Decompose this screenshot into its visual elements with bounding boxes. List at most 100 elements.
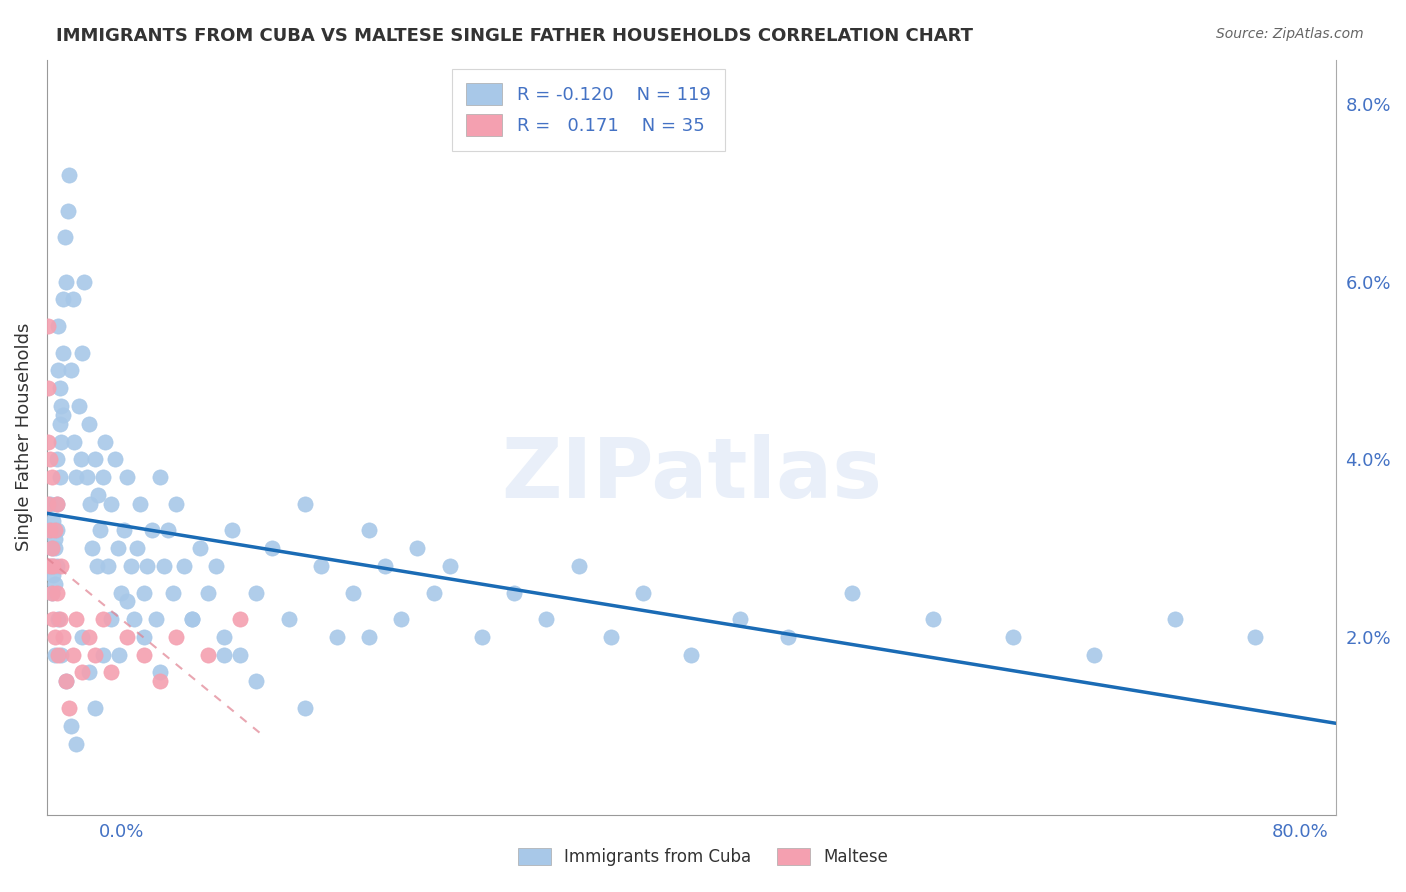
Point <box>37 319 59 334</box>
Point <box>37 434 59 449</box>
Point <box>165 630 187 644</box>
Point <box>44 630 66 644</box>
Point <box>60 719 83 733</box>
Point <box>277 612 299 626</box>
Point <box>76 470 98 484</box>
Point <box>52 408 75 422</box>
Point <box>120 558 142 573</box>
Point <box>135 558 157 573</box>
Point <box>79 497 101 511</box>
Point <box>39 558 62 573</box>
Point <box>205 558 228 573</box>
Point <box>389 612 412 626</box>
Point <box>37 524 59 538</box>
Point <box>62 293 84 307</box>
Point <box>145 612 167 626</box>
Point <box>132 585 155 599</box>
Point <box>39 497 62 511</box>
Point <box>359 630 381 644</box>
Point <box>86 558 108 573</box>
Point <box>87 488 110 502</box>
Point <box>471 630 494 644</box>
Point <box>188 541 211 555</box>
Point <box>45 497 67 511</box>
Point <box>439 558 461 573</box>
Point <box>58 701 80 715</box>
Point <box>100 612 122 626</box>
Point <box>60 363 83 377</box>
Point <box>374 558 396 573</box>
Point <box>51 648 73 662</box>
Point <box>73 275 96 289</box>
Legend: Immigrants from Cuba, Maltese: Immigrants from Cuba, Maltese <box>509 840 897 875</box>
Point <box>108 648 131 662</box>
Point <box>422 585 444 599</box>
Point <box>39 558 62 573</box>
Point <box>229 612 252 626</box>
Point <box>94 434 117 449</box>
Point <box>132 630 155 644</box>
Point <box>52 630 75 644</box>
Point <box>84 701 107 715</box>
Point <box>44 648 66 662</box>
Point <box>49 381 72 395</box>
Point <box>681 648 703 662</box>
Point <box>173 558 195 573</box>
Point <box>46 648 69 662</box>
Point <box>245 674 267 689</box>
Point <box>117 630 139 644</box>
Point <box>180 612 202 626</box>
Point <box>100 665 122 680</box>
Point <box>84 452 107 467</box>
Text: IMMIGRANTS FROM CUBA VS MALTESE SINGLE FATHER HOUSEHOLDS CORRELATION CHART: IMMIGRANTS FROM CUBA VS MALTESE SINGLE F… <box>56 27 973 45</box>
Point <box>132 648 155 662</box>
Point <box>49 470 72 484</box>
Point <box>45 558 67 573</box>
Point <box>39 452 62 467</box>
Point <box>80 541 103 555</box>
Point <box>127 541 149 555</box>
Point <box>41 524 63 538</box>
Point <box>42 558 65 573</box>
Point <box>149 470 172 484</box>
Point <box>149 665 172 680</box>
Text: 0.0%: 0.0% <box>98 822 143 840</box>
Point <box>342 585 364 599</box>
Point <box>67 399 90 413</box>
Point <box>197 585 219 599</box>
Point <box>77 665 100 680</box>
Point <box>212 648 235 662</box>
Point <box>1083 648 1105 662</box>
Point <box>107 541 129 555</box>
Point <box>110 585 132 599</box>
Point <box>841 585 863 599</box>
Point <box>52 345 75 359</box>
Point <box>117 470 139 484</box>
Point <box>89 524 111 538</box>
Point <box>62 648 84 662</box>
Text: 80.0%: 80.0% <box>1272 822 1329 840</box>
Point <box>39 524 62 538</box>
Point <box>72 665 94 680</box>
Point <box>65 737 87 751</box>
Point <box>45 524 67 538</box>
Point <box>567 558 589 573</box>
Text: Source: ZipAtlas.com: Source: ZipAtlas.com <box>1216 27 1364 41</box>
Point <box>51 434 73 449</box>
Point <box>41 470 63 484</box>
Point <box>91 470 114 484</box>
Point <box>503 585 526 599</box>
Point <box>631 585 654 599</box>
Legend: R = -0.120    N = 119, R =   0.171    N = 35: R = -0.120 N = 119, R = 0.171 N = 35 <box>451 69 725 151</box>
Point <box>45 585 67 599</box>
Point <box>359 524 381 538</box>
Point <box>44 576 66 591</box>
Point <box>53 230 76 244</box>
Point <box>41 585 63 599</box>
Point <box>42 567 65 582</box>
Point <box>65 470 87 484</box>
Point <box>197 648 219 662</box>
Point <box>44 524 66 538</box>
Point <box>46 363 69 377</box>
Point <box>69 452 91 467</box>
